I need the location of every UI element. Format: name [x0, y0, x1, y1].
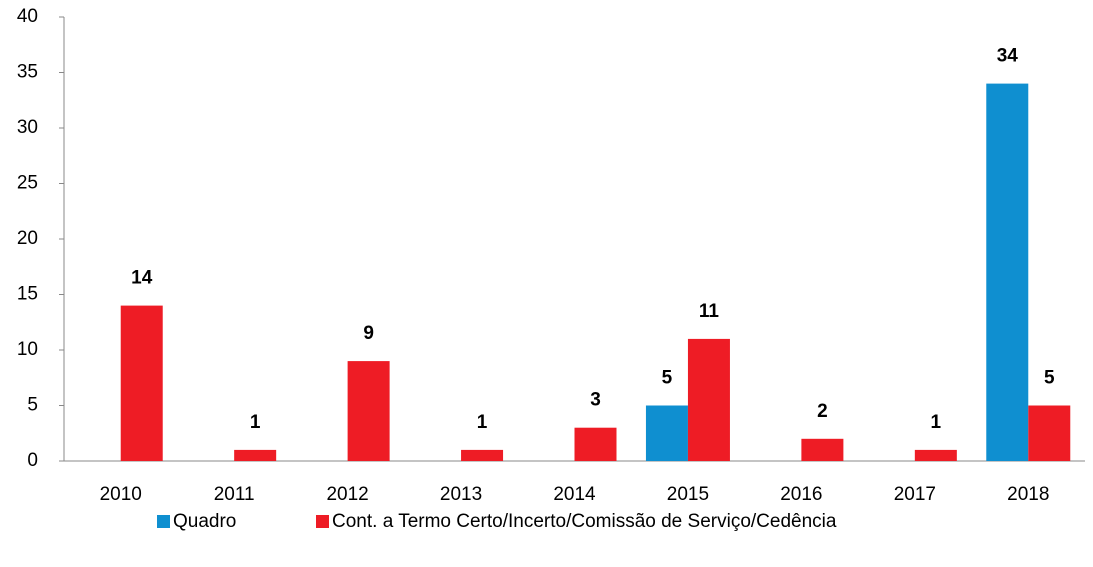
value-label: 11 [699, 301, 720, 322]
value-label: 2 [817, 401, 828, 422]
y-tick-label: 15 [17, 284, 38, 305]
y-tick-label: 30 [17, 117, 38, 138]
value-label: 14 [131, 268, 153, 289]
value-label: 3 [590, 390, 601, 411]
bar [687, 338, 730, 461]
legend-swatch [157, 515, 170, 528]
y-tick-label: 5 [27, 395, 38, 416]
y-tick-label: 0 [27, 450, 38, 471]
x-tick-label: 2014 [553, 484, 596, 505]
bar [986, 83, 1029, 461]
y-tick-label: 10 [17, 339, 38, 360]
bar [914, 449, 957, 461]
bar [1028, 405, 1071, 461]
y-tick-label: 35 [17, 62, 38, 83]
bar [461, 449, 504, 461]
value-label: 1 [477, 412, 488, 433]
bar [801, 438, 844, 461]
x-tick-label: 2015 [667, 484, 709, 505]
x-tick-label: 2010 [100, 484, 142, 505]
y-tick-label: 20 [17, 228, 38, 249]
bar [234, 449, 277, 461]
x-tick-label: 2012 [326, 484, 368, 505]
bar [347, 361, 390, 461]
value-label: 9 [363, 323, 374, 344]
legend-label: Cont. a Termo Certo/Incerto/Comissão de … [332, 511, 837, 532]
bar [645, 405, 688, 461]
value-label: 5 [662, 368, 673, 389]
bar [574, 427, 617, 461]
bar [120, 305, 163, 461]
legend-swatch [316, 515, 329, 528]
value-label: 34 [997, 46, 1019, 67]
legend-label: Quadro [173, 511, 236, 532]
y-tick-label: 40 [17, 6, 38, 27]
y-tick-label: 25 [17, 173, 38, 194]
x-tick-label: 2011 [214, 484, 255, 505]
value-label: 1 [931, 412, 942, 433]
x-tick-label: 2016 [780, 484, 822, 505]
value-label: 5 [1044, 368, 1055, 389]
x-tick-label: 2018 [1007, 484, 1049, 505]
x-tick-label: 2017 [894, 484, 936, 505]
value-label: 1 [250, 412, 261, 433]
x-tick-label: 2013 [440, 484, 482, 505]
